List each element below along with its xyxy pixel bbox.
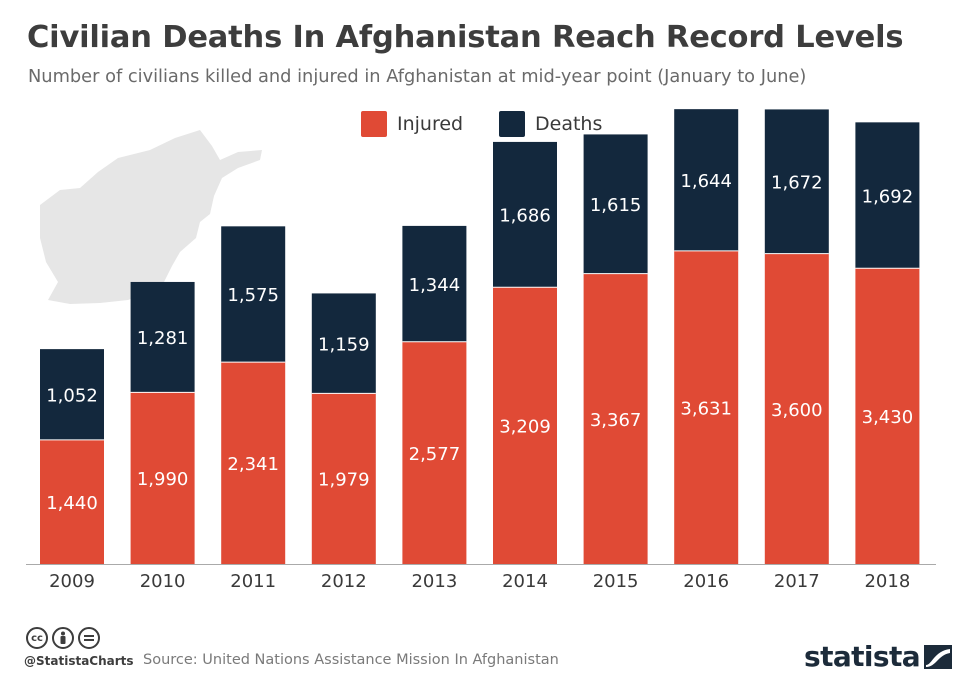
value-label-deaths-2009: 1,052: [46, 385, 98, 406]
bar-deaths-2018: [855, 122, 920, 269]
x-tick-label-2017: 2017: [774, 571, 820, 592]
legend-label-injured: Injured: [397, 113, 464, 135]
value-label-deaths-2011: 1,575: [227, 285, 279, 306]
brand-name: statista: [804, 640, 921, 673]
value-label-deaths-2018: 1,692: [862, 186, 914, 207]
x-tick-label-2016: 2016: [683, 571, 729, 592]
legend-swatch-deaths: [499, 111, 525, 137]
bar-injured-2014: [493, 287, 557, 564]
x-tick-label-2011: 2011: [230, 571, 276, 592]
x-tick-label-2012: 2012: [321, 571, 367, 592]
legend-label-deaths: Deaths: [535, 113, 603, 135]
chart-subtitle: Number of civilians killed and injured i…: [28, 66, 807, 87]
value-label-injured-2013: 2,577: [409, 444, 461, 465]
source-note: Source: United Nations Assistance Missio…: [143, 652, 559, 668]
value-label-injured-2014: 3,209: [499, 417, 551, 438]
bar-injured-2016: [674, 250, 739, 565]
value-label-deaths-2017: 1,672: [771, 172, 823, 193]
bar-injured-2013: [402, 341, 467, 564]
value-label-injured-2010: 1,990: [137, 469, 189, 490]
x-tick-label-2018: 2018: [864, 571, 910, 592]
license-icons: cc: [26, 627, 100, 649]
bar-deaths-2014: [493, 141, 557, 288]
bar-injured-2018: [855, 268, 920, 564]
x-tick-label-2015: 2015: [593, 571, 639, 592]
legend-swatch-injured: [361, 111, 387, 137]
legend-item-deaths: Deaths: [499, 111, 602, 137]
bar-deaths-2015: [583, 134, 648, 274]
value-label-deaths-2014: 1,686: [499, 206, 551, 227]
legend: Injured Deaths: [0, 111, 960, 137]
statista-logo-icon: [924, 644, 953, 669]
value-label-injured-2015: 3,367: [590, 410, 642, 431]
value-label-deaths-2013: 1,344: [409, 275, 461, 296]
value-label-injured-2009: 1,440: [46, 493, 98, 514]
statista-handle: @StatistaCharts: [24, 654, 134, 668]
x-tick-label-2010: 2010: [140, 571, 186, 592]
value-label-injured-2018: 3,430: [862, 407, 914, 428]
bar-injured-2009: [40, 439, 104, 564]
value-label-injured-2011: 2,341: [227, 454, 279, 475]
bar-deaths-2009: [40, 349, 104, 440]
x-tick-label-2009: 2009: [49, 571, 95, 592]
bar-deaths-2013: [402, 225, 467, 342]
legend-item-injured: Injured: [361, 111, 463, 137]
x-tick-label-2013: 2013: [411, 571, 457, 592]
bar-injured-2012: [311, 393, 376, 564]
afghanistan-map-icon: [40, 130, 262, 304]
value-label-deaths-2016: 1,644: [680, 171, 732, 192]
value-label-deaths-2012: 1,159: [318, 334, 370, 355]
bar-deaths-2017: [764, 109, 829, 254]
bar-injured-2011: [221, 362, 286, 564]
nd-icon: [78, 627, 100, 649]
chart-title: Civilian Deaths In Afghanistan Reach Rec…: [27, 20, 904, 55]
bar-injured-2010: [130, 392, 195, 564]
statista-logo: statista: [804, 640, 953, 673]
bar-injured-2017: [764, 253, 829, 564]
cc-icon: cc: [26, 627, 48, 649]
by-icon: [52, 627, 74, 649]
bar-deaths-2011: [221, 226, 286, 363]
value-label-deaths-2010: 1,281: [137, 328, 189, 349]
value-label-injured-2017: 3,600: [771, 400, 823, 421]
value-label-deaths-2015: 1,615: [590, 195, 642, 216]
value-label-injured-2012: 1,979: [318, 470, 370, 491]
x-tick-label-2014: 2014: [502, 571, 548, 592]
bar-deaths-2012: [311, 293, 376, 394]
bar-injured-2015: [583, 273, 648, 564]
bar-deaths-2016: [674, 109, 739, 251]
value-label-injured-2016: 3,631: [680, 398, 732, 419]
bar-deaths-2010: [130, 281, 195, 393]
